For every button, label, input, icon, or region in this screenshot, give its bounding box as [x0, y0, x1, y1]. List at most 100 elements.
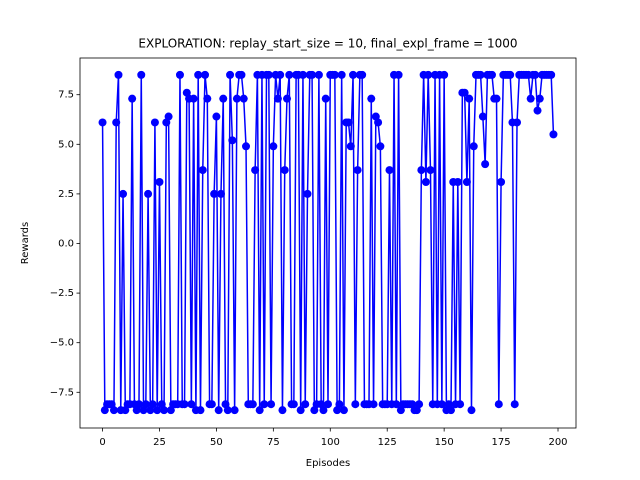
y-tick-label: 0.0 [58, 238, 74, 249]
data-point [214, 406, 223, 415]
data-point [321, 94, 330, 103]
data-point [273, 94, 282, 103]
data-point [308, 70, 317, 79]
data-point [456, 400, 465, 409]
data-point [187, 400, 196, 409]
x-tick-label: 175 [492, 437, 511, 448]
x-tick-label: 200 [548, 437, 567, 448]
data-point [164, 112, 173, 121]
data-point [476, 70, 485, 79]
data-point [513, 118, 522, 127]
data-point [358, 70, 367, 79]
data-point [228, 136, 237, 145]
data-point [314, 70, 323, 79]
data-point [453, 177, 462, 186]
data-point [417, 166, 426, 175]
data-point [203, 94, 212, 103]
data-point [128, 94, 137, 103]
data-point [232, 94, 241, 103]
x-tick-label: 150 [435, 437, 454, 448]
data-point [462, 177, 471, 186]
data-point [237, 70, 246, 79]
data-point [242, 142, 251, 151]
data-point [526, 94, 535, 103]
y-tick-label: −5.0 [50, 338, 74, 349]
data-point [160, 406, 169, 415]
data-point [180, 400, 189, 409]
x-tick-label: 125 [378, 437, 397, 448]
data-point [280, 166, 289, 175]
data-point [144, 189, 153, 198]
data-point [267, 400, 276, 409]
data-point [301, 400, 310, 409]
data-point [148, 400, 157, 409]
data-point [353, 166, 362, 175]
data-point [337, 70, 346, 79]
data-point [437, 400, 446, 409]
data-point [492, 94, 501, 103]
data-point [264, 70, 273, 79]
data-point [510, 400, 519, 409]
data-point [239, 94, 248, 103]
data-point [465, 94, 474, 103]
data-point [141, 400, 150, 409]
data-point [440, 70, 449, 79]
data-point [98, 118, 107, 127]
data-point [269, 142, 278, 151]
data-point [248, 400, 257, 409]
data-point [421, 177, 430, 186]
x-tick-label: 25 [153, 437, 166, 448]
chart-title: EXPLORATION: replay_start_size = 10, fin… [138, 37, 517, 51]
data-point [349, 70, 358, 79]
data-point [335, 400, 344, 409]
data-point [216, 189, 225, 198]
data-point [196, 406, 205, 415]
x-tick-label: 100 [321, 437, 340, 448]
data-point [344, 118, 353, 127]
data-point [339, 406, 348, 415]
data-point [549, 130, 558, 139]
data-point [460, 88, 469, 97]
data-point [481, 160, 490, 169]
data-point [230, 406, 239, 415]
y-tick-label: −7.5 [50, 387, 74, 398]
y-tick-label: 2.5 [58, 189, 74, 200]
y-tick-label: −2.5 [50, 288, 74, 299]
data-point [351, 400, 360, 409]
data-point [137, 70, 146, 79]
data-point [478, 112, 487, 121]
data-point [278, 406, 287, 415]
data-point [467, 406, 476, 415]
data-point [506, 70, 515, 79]
y-tick-label: 7.5 [58, 90, 74, 101]
data-point [446, 406, 455, 415]
data-point [330, 70, 339, 79]
data-point [207, 400, 216, 409]
data-point [150, 118, 159, 127]
y-axis-label: Rewards [20, 222, 31, 264]
x-tick-label: 50 [210, 437, 223, 448]
x-tick-label: 0 [99, 437, 105, 448]
data-point [112, 118, 121, 127]
data-point [189, 94, 198, 103]
data-point [175, 70, 184, 79]
plot-frame [79, 57, 577, 429]
data-point [346, 142, 355, 151]
data-point [367, 94, 376, 103]
data-point [376, 142, 385, 151]
data-point [531, 70, 540, 79]
data-point [283, 94, 292, 103]
data-point [119, 189, 128, 198]
data-point [547, 70, 556, 79]
data-point [487, 70, 496, 79]
data-point [210, 189, 219, 198]
data-point [296, 406, 305, 415]
data-point [385, 166, 394, 175]
data-point [289, 400, 298, 409]
data-point [497, 177, 506, 186]
data-point [276, 70, 285, 79]
data-point [424, 70, 433, 79]
data-point [303, 189, 312, 198]
data-point [155, 177, 164, 186]
